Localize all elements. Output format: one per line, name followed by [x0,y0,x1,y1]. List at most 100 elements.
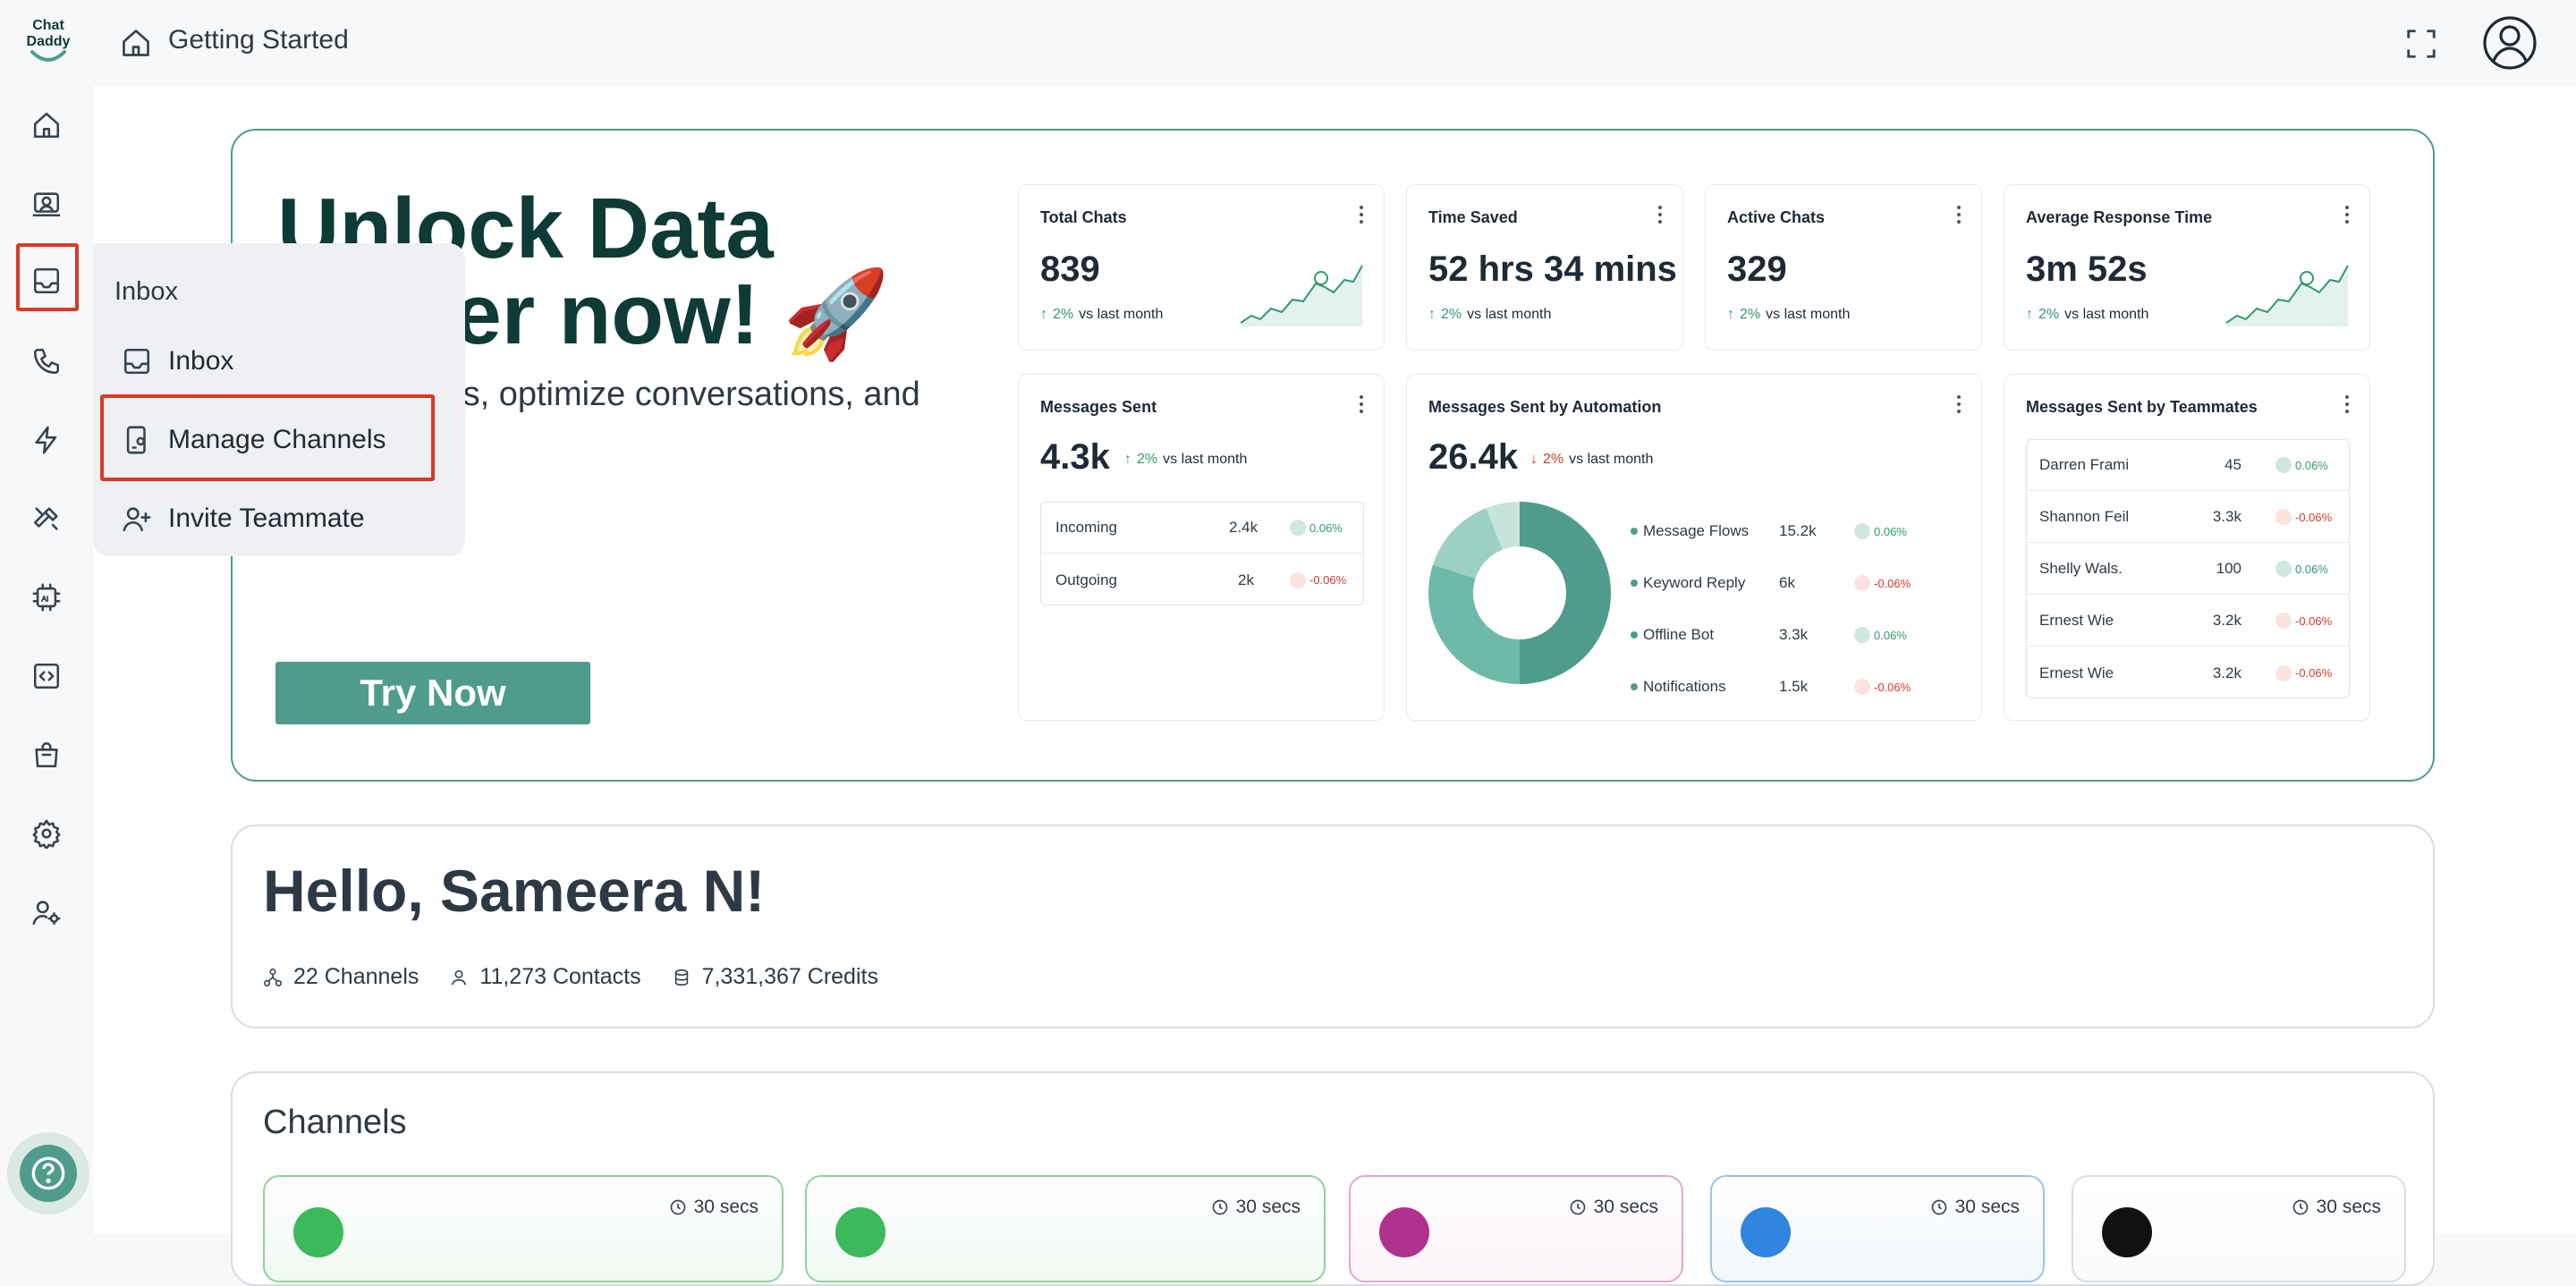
automation-card: Messages Sent by Automation 26.4k ↓ 2% vs … [1406,374,1982,721]
arrow-up-icon: ↑ [1727,307,1734,322]
teammate-name: Shelly Wals. [2039,560,2123,577]
trend-down-icon [2275,664,2292,681]
teammate-name: Ernest Wie [2039,612,2114,629]
sidebar-automation-icon[interactable] [25,419,68,461]
channel-card-whatsapp[interactable]: 30 secs [263,1175,784,1282]
trend-up-icon [2275,457,2292,473]
manage-channels-highlight [100,394,435,481]
arrow-up-icon: ↑ [2026,307,2033,322]
more-icon[interactable] [2344,394,2350,414]
inbox-icon [123,348,150,375]
clock-icon [2292,1199,2308,1215]
delta-badge: -0.06% [2275,613,2332,629]
user-avatar-icon[interactable] [2481,14,2538,72]
teammate-name: Darren Frami [2039,456,2130,473]
logo-line1: Chat [32,18,64,33]
app-logo[interactable]: Chat Daddy [23,18,73,68]
more-icon[interactable] [1956,205,1962,224]
fullscreen-icon[interactable] [2404,27,2438,61]
legend-dot [1631,528,1638,535]
whatsapp-icon [293,1207,343,1257]
table-row: Darren Frami 45 0.06% [2027,440,2349,491]
instagram-icon [1379,1207,1429,1257]
channel-card-whatsapp-business[interactable]: 30 secs [805,1175,1326,1282]
messenger-icon [1741,1207,1791,1257]
card-change: ↑ 2% vs last month [1727,307,1850,323]
home-icon[interactable] [120,27,152,59]
help-button[interactable] [7,1132,89,1214]
sidebar-home-icon[interactable] [25,104,68,147]
card-value: 839 [1040,250,1100,289]
menu-item-label: Invite Teammate [168,503,365,533]
sidebar-contacts-icon[interactable] [25,182,68,225]
sidebar-user-settings-icon[interactable] [25,891,68,934]
teammate-value: 3.3k [2212,508,2241,525]
teammates-card: Messages Sent by Teammates Darren Frami 4… [2004,374,2370,721]
menu-item-invite-teammate[interactable]: Invite Teammate [122,494,365,544]
tiktok-icon [2102,1207,2152,1257]
change-period: vs last month [1467,307,1552,322]
contacts-icon [452,969,467,985]
clock-icon [1212,1199,1227,1215]
sidebar-settings-icon[interactable] [25,812,68,855]
sidebar-code-icon[interactable] [25,655,68,698]
table-row: Shannon Feil 3.3k -0.06% [2027,492,2349,543]
more-icon[interactable] [1657,205,1663,224]
row-label: Notifications [1631,678,1726,696]
table-row: Outgoing 2k -0.06% [1041,554,1363,605]
whatsapp-business-icon [835,1207,886,1257]
clock-icon [670,1199,685,1215]
svg-text:AI: AI [41,594,48,603]
channel-time: 30 secs [1569,1197,1658,1218]
automation-row: Keyword Reply 6k -0.06% [1631,570,1970,596]
sidebar-shop-icon[interactable] [25,733,68,776]
change-period: vs last month [1163,452,1248,467]
channels-icon [264,968,282,986]
trend-down-icon [1290,571,1306,588]
card-title: Messages Sent [1040,398,1157,416]
table-row: Shelly Wals. 100 0.06% [2027,544,2349,595]
automation-row: Notifications 1.5k -0.06% [1631,673,1970,700]
menu-item-inbox[interactable]: Inbox [122,336,233,386]
trend-up-icon [1854,627,1870,643]
credits-icon [674,969,688,986]
arrow-up-icon: ↑ [1428,307,1436,322]
donut-slice [1486,502,1520,550]
user-add-icon [123,507,151,532]
menu-heading: Inbox [114,277,178,306]
more-icon[interactable] [1359,205,1364,224]
teammates-table: Darren Frami 45 0.06% Shannon Feil 3.3k -0.06… [2026,439,2350,698]
menu-item-manage-channels[interactable]: Manage Channels [122,415,386,465]
table-row: Ernest Wie 3.2k -0.06% [2027,596,2349,647]
change-value: 2% [1740,307,1761,322]
card-title: Messages Sent by Automation [1428,398,1662,416]
channel-card-instagram[interactable]: 30 secs [1349,1175,1683,1282]
more-icon[interactable] [1359,394,1364,414]
card-change: ↓ 2% vs last month [1530,452,1653,468]
sidebar-inbox-icon[interactable] [25,259,68,302]
channel-card-tiktok[interactable]: 30 secs [2072,1175,2406,1282]
card-value: 329 [1727,250,1787,289]
contacts-stat: 11,273 Contacts [449,964,641,990]
delta-badge: 0.06% [1854,627,1907,643]
sidebar-ai-icon[interactable]: AI [25,576,68,619]
more-icon[interactable] [2344,205,2350,224]
delta-badge: 0.06% [2275,561,2328,577]
sidebar-calls-icon[interactable] [25,340,68,383]
sidebar-tools-icon[interactable] [25,497,68,540]
delta-badge: -0.06% [2275,509,2332,525]
trend-up-icon [1854,523,1870,539]
change-period: vs last month [2064,307,2149,322]
more-icon[interactable] [1956,394,1962,414]
card-change: ↑ 2% vs last month [1040,307,1163,323]
sparkline-chart [2225,265,2349,326]
try-now-button[interactable]: Try Now [275,662,590,724]
greeting-title: Hello, Sameera N! [263,858,766,924]
row-label: Incoming [1055,519,1117,536]
card-title: Messages Sent by Teammates [2026,398,2258,416]
hero-panel: Unlock Data Power now! 🚀 Track metrics, … [231,129,2435,782]
teammate-value: 3.2k [2212,612,2241,629]
channel-card-messenger[interactable]: 30 secs [1710,1175,2045,1282]
donut-slice [1520,502,1611,684]
card-title: Active Chats [1727,208,1826,226]
